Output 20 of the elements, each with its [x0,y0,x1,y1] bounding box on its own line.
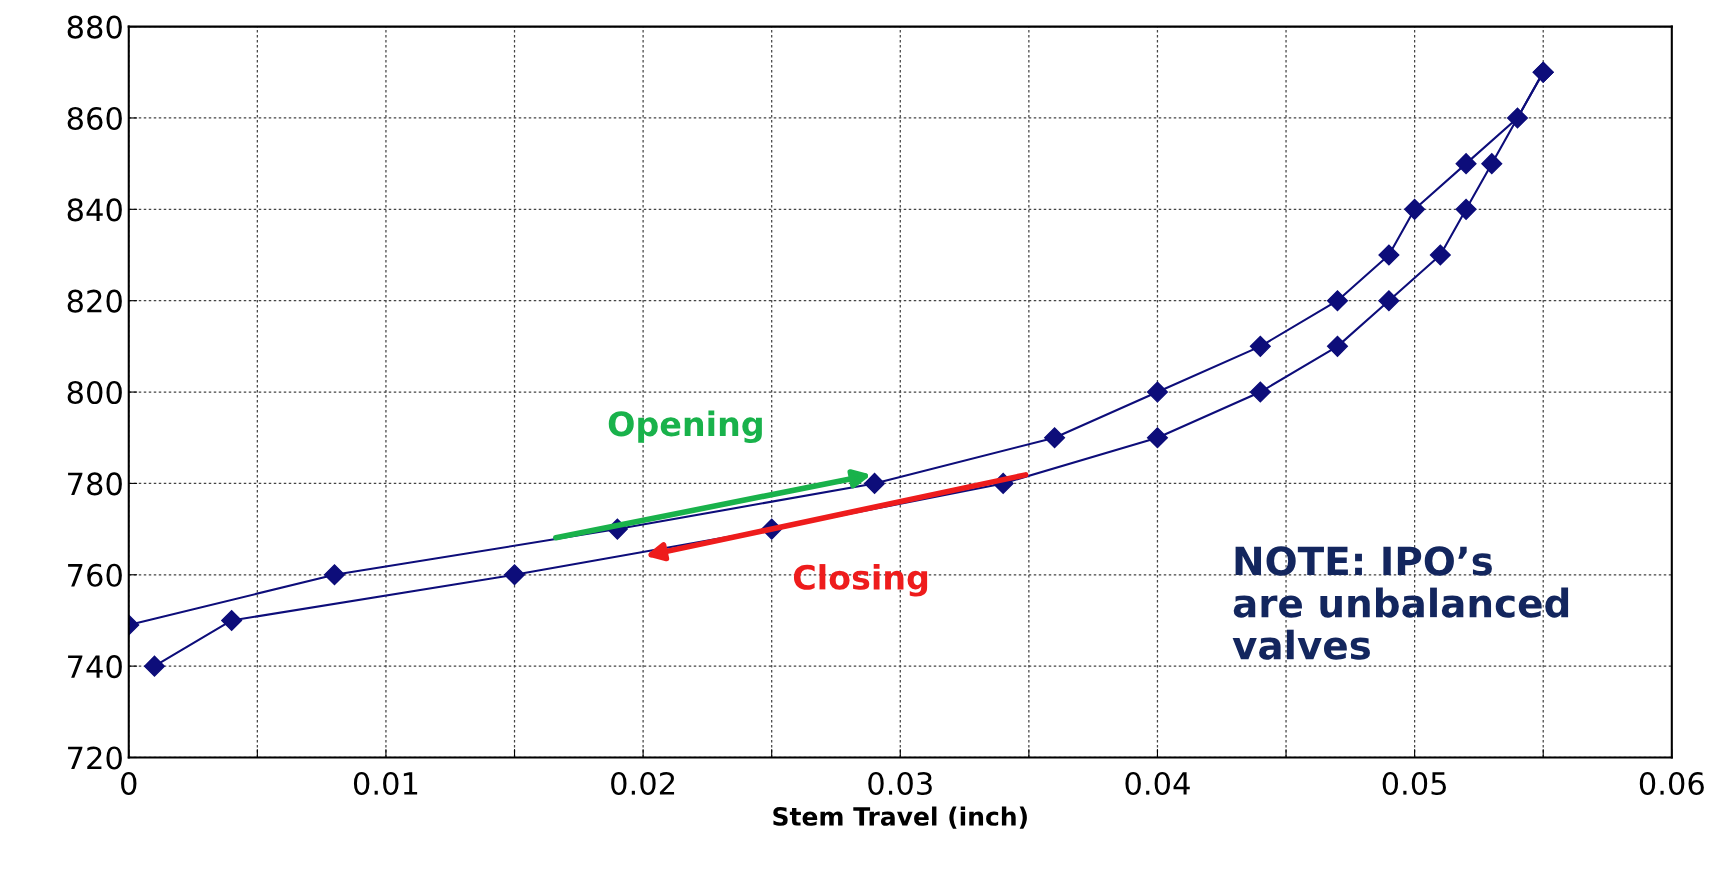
y-tick-label: 840 [67,198,122,222]
x-tick-label: 0.04 [1125,771,1190,796]
y-tick-label: 880 [67,15,122,39]
y-tick-label: 780 [68,472,122,496]
y-tick-label: 860 [67,106,122,131]
y-tick-label: 800 [67,380,122,405]
x-axis-title: Stem Travel (inch) [773,806,1027,829]
x-tick-label: 0 [121,771,137,796]
x-tick-label: 0.06 [1639,771,1704,796]
x-tick-label: 0.01 [353,771,418,796]
y-tick-label: 740 [68,655,122,679]
x-tick-label: 0.02 [611,771,675,796]
y-tick-label: 760 [68,563,122,587]
y-tick-label: 820 [67,289,122,313]
x-tick-label: 0.05 [1382,771,1446,796]
annotation: Opening [608,410,762,444]
x-tick-label: 0.03 [868,771,932,796]
annotation: Closing [793,564,928,597]
annotation: NOTE: IPO’s are unbalanced valves [1232,546,1569,660]
y-tick-label: 720 [68,746,122,770]
